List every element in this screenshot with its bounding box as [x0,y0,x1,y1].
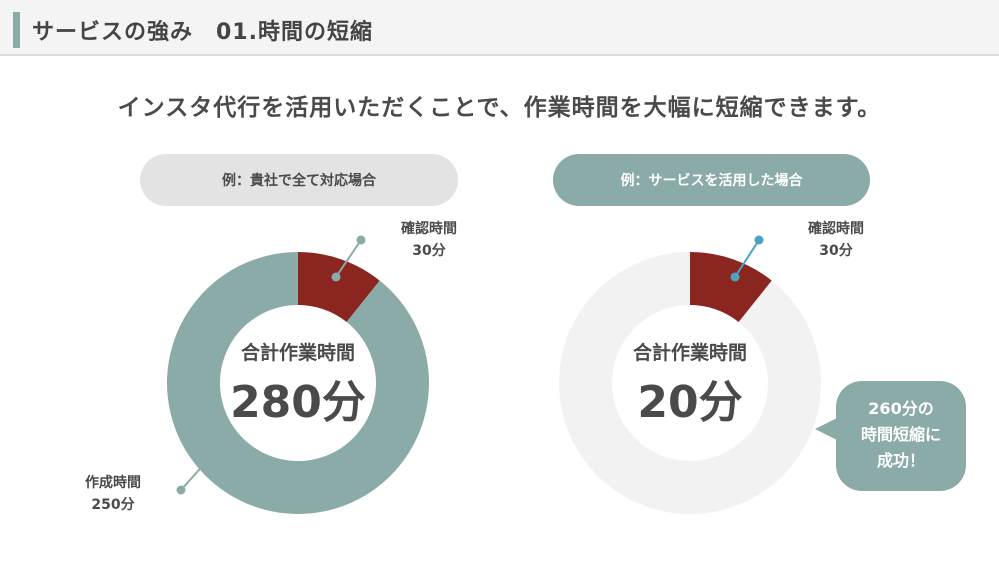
header-bar: サービスの強み 01.時間の短縮 [0,0,999,56]
left-scenario-pill: 例：貴社で全て対応場合 [140,154,458,206]
left-confirm-callout-title: 確認時間 [401,221,457,237]
speech-bubble-tail [815,418,837,440]
left-create-callout: 作成時間 250分 [68,472,158,516]
left-confirm-callout: 確認時間 30分 [384,218,474,262]
page-title: サービスの強み 01.時間の短縮 [32,20,373,45]
right-scenario-label: 例：サービスを活用した場合 [620,173,803,189]
right-confirm-callout-value: 30分 [819,243,853,259]
right-confirm-leader-dot [754,235,764,245]
right-confirm-leader-line [734,239,760,278]
right-total-value: 20分 [637,377,743,428]
left-scenario-label: 例：貴社で全て対応場合 [222,173,376,189]
left-donut-segment-create [166,252,429,514]
left-total-label: 合計作業時間 [240,342,355,364]
right-confirm-callout: 確認時間 30分 [791,218,881,262]
left-create-callout-title: 作成時間 [85,475,141,491]
header-accent-bar [13,12,20,48]
headline: インスタ代行を活用いただくことで、作業時間を大幅に短縮できます。 [117,95,882,121]
left-create-leader-dot [176,485,186,495]
left-donut-chart [166,252,429,514]
right-donut-segment-confirm [690,252,772,323]
left-confirm-leader-dot [356,235,366,245]
left-create-leader-line [180,460,208,491]
speech-bubble-line-3: 成功！ [876,451,925,470]
left-donut-segment-confirm [298,252,380,323]
speech-bubble-line-1: 260分の [868,399,934,418]
right-donut-track [558,252,821,514]
right-confirm-callout-title: 確認時間 [808,221,864,237]
speech-bubble [836,381,966,491]
left-confirm-leader-anchor [331,272,341,282]
left-confirm-callout-value: 30分 [412,243,446,259]
left-total-value: 280分 [230,377,366,428]
right-confirm-leader-anchor [730,272,740,282]
right-scenario-pill: 例：サービスを活用した場合 [553,154,870,206]
left-confirm-leader-line [335,239,362,278]
left-create-callout-value: 250分 [91,497,135,513]
right-donut-chart [558,252,821,514]
speech-bubble-line-2: 時間短縮に [860,425,941,444]
right-total-label: 合計作業時間 [632,342,747,364]
